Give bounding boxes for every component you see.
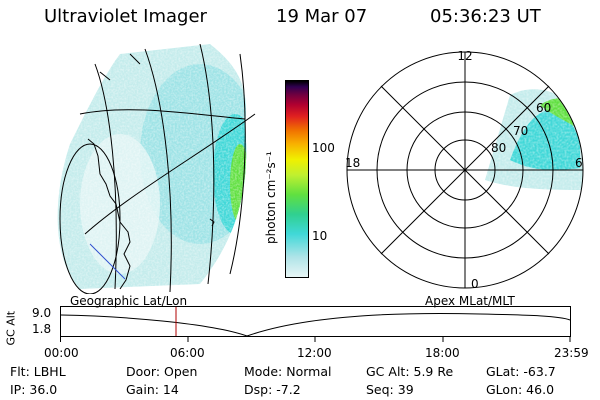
- alt-ylabel: GC Alt: [4, 310, 18, 346]
- instrument-title: Ultraviolet Imager: [44, 6, 207, 27]
- alt-xtick-2359: 23:59: [554, 346, 589, 360]
- geographic-label: Geographic Lat/Lon: [70, 294, 188, 308]
- info-filter: Flt: LBHL: [10, 364, 66, 379]
- altitude-timeline: [60, 306, 571, 342]
- date-label: 19 Mar 07: [276, 6, 368, 27]
- colorbar-tick-100: 100: [312, 141, 335, 155]
- time-label: 05:36:23 UT: [430, 6, 541, 27]
- colorbar: [285, 80, 309, 278]
- info-mode: Mode: Normal: [244, 364, 332, 379]
- info-gain: Gain: 14: [126, 382, 179, 397]
- geographic-map: [57, 44, 256, 294]
- polar-label-12: 12: [457, 49, 472, 63]
- alt-xtick-0000: 00:00: [44, 346, 79, 360]
- polar-lat-60: 60: [536, 101, 551, 115]
- info-gc-alt: GC Alt: 5.9 Re: [366, 364, 454, 379]
- info-door: Door: Open: [126, 364, 198, 379]
- alt-xtick-1800: 18:00: [425, 346, 460, 360]
- info-glon: GLon: 46.0: [486, 382, 555, 397]
- apex-label: Apex MLat/MLT: [425, 294, 515, 308]
- alt-ytick-1: 1.8: [32, 322, 52, 336]
- colorbar-unit-label: photon cm⁻²s⁻¹: [264, 151, 278, 244]
- polar-label-0: 0: [471, 277, 479, 291]
- polar-label-18: 18: [345, 156, 360, 170]
- info-glat: GLat: -63.7: [486, 364, 556, 379]
- info-dsp: Dsp: -7.2: [244, 382, 301, 397]
- info-seq: Seq: 39: [366, 382, 414, 397]
- polar-label-6: 6: [575, 156, 583, 170]
- alt-ytick-9: 9.0: [32, 306, 52, 320]
- polar-lat-70: 70: [513, 124, 528, 138]
- polar-lat-80: 80: [491, 141, 506, 155]
- info-ip: IP: 36.0: [10, 382, 58, 397]
- polar-plot: 12 0 18 6 60 70 80: [345, 49, 584, 291]
- colorbar-tick-10: 10: [312, 229, 328, 243]
- alt-xtick-1200: 12:00: [297, 346, 332, 360]
- alt-xtick-0600: 06:00: [170, 346, 205, 360]
